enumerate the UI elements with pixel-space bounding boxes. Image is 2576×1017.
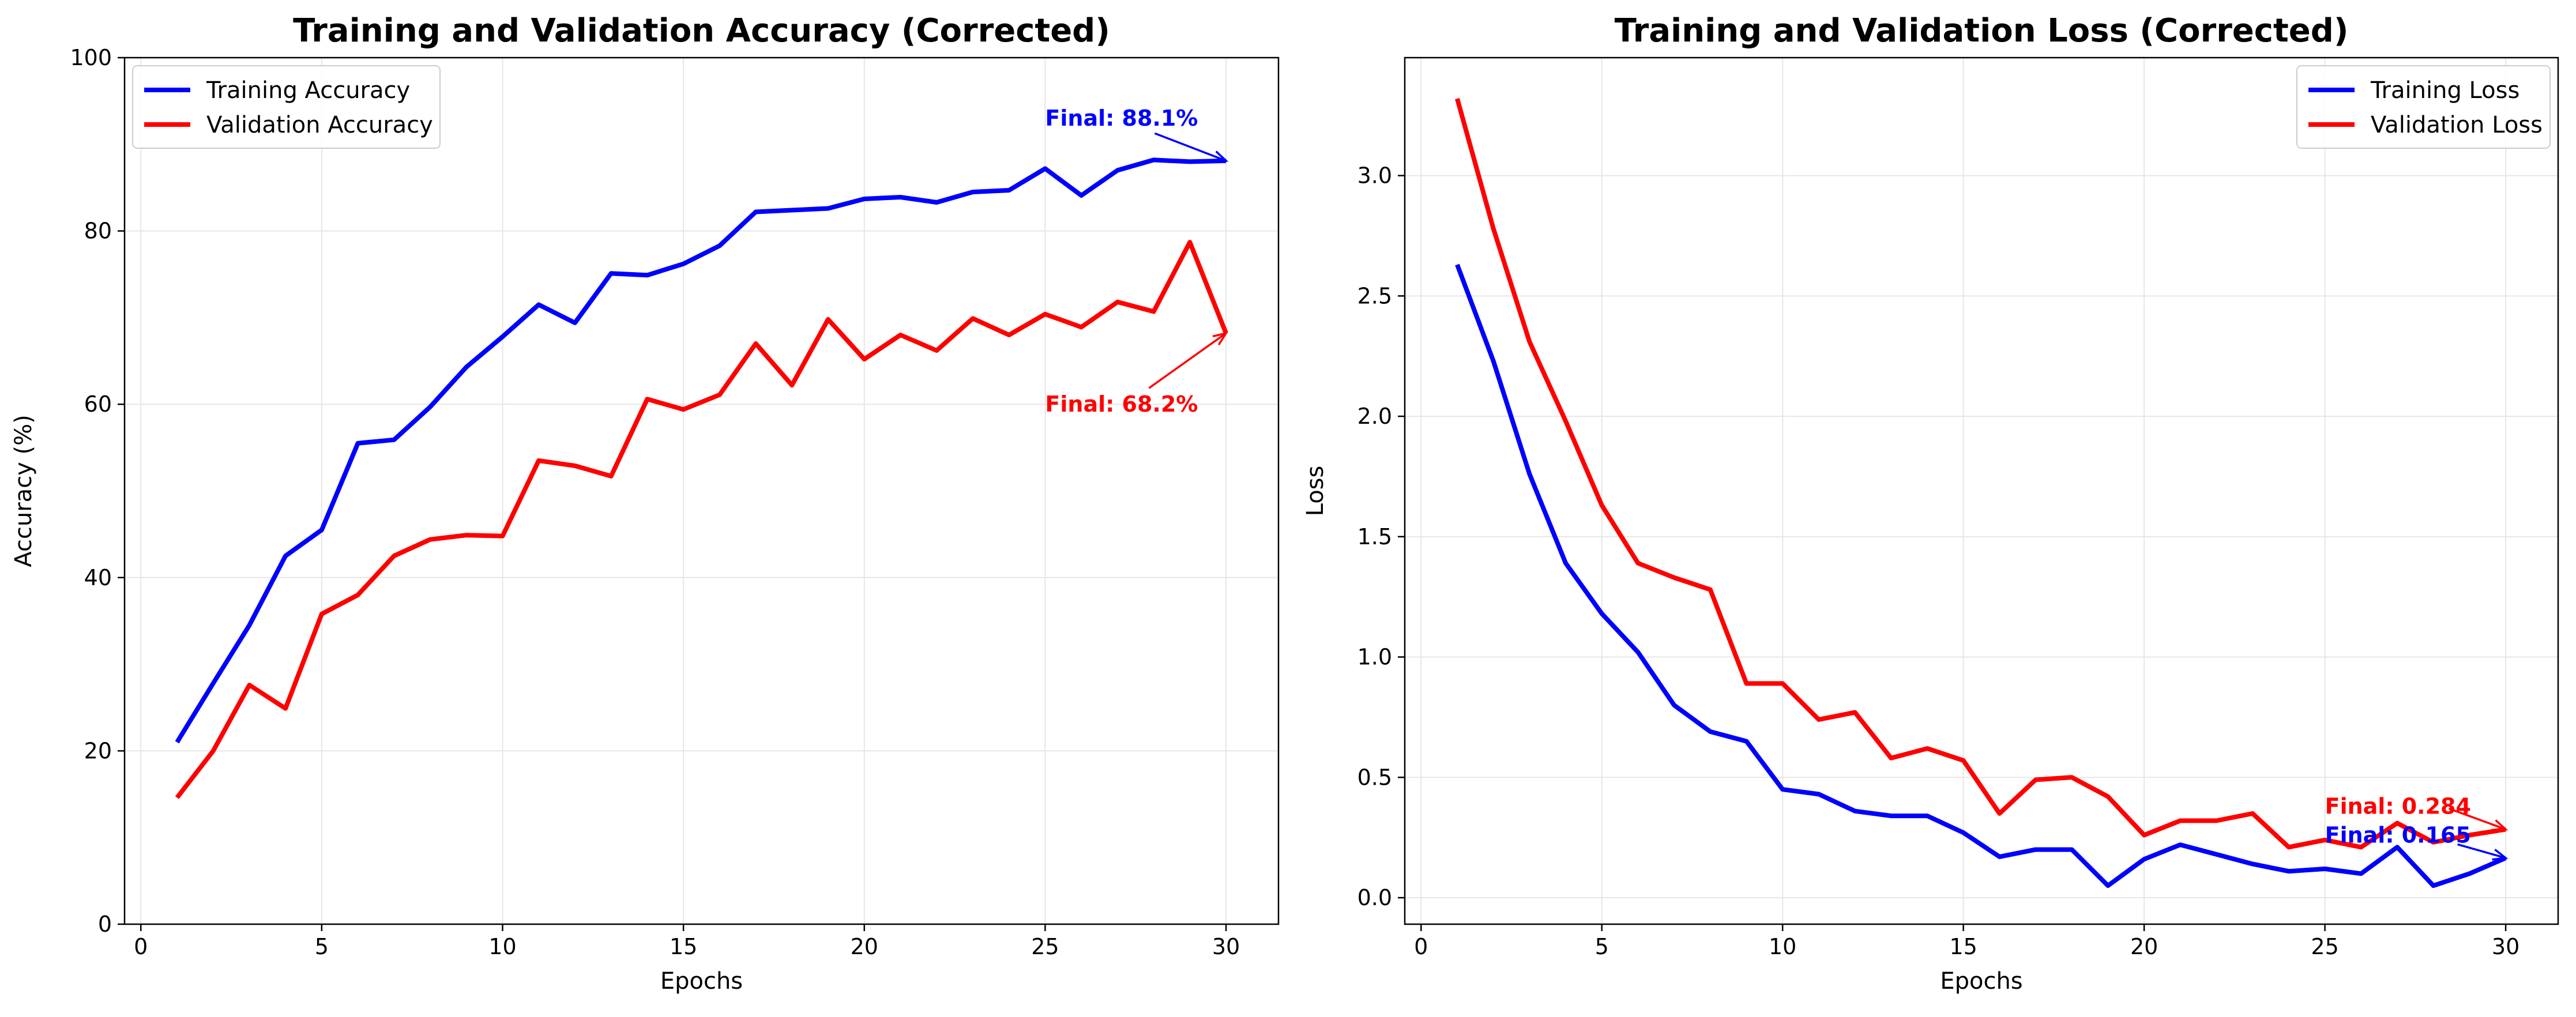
loss-chart-title: Training and Validation Loss (Corrected) [1615, 12, 2349, 50]
loss-final-value-annotation: Final: 0.165 [2325, 823, 2471, 848]
loss-x-tick-label: 30 [2492, 934, 2519, 959]
loss-y-tick-label: 3.0 [1357, 163, 1392, 189]
accuracy-final-value-annotation: Final: 68.2% [1045, 391, 1198, 417]
accuracy-legend: Training Accuracy Validation Accuracy [133, 66, 440, 148]
accuracy-x-tick-label: 5 [315, 934, 329, 959]
loss-y-tick-label: 2.0 [1357, 404, 1392, 429]
loss-legend: Training Loss Validation Loss [2297, 66, 2550, 148]
accuracy-y-tick-label: 100 [70, 45, 112, 70]
loss-y-axis-label: Loss [1302, 466, 1329, 517]
loss-y-tick-label: 0.0 [1357, 885, 1392, 910]
accuracy-chart-title: Training and Validation Accuracy (Correc… [293, 12, 1110, 50]
accuracy-x-tick-label: 25 [1031, 934, 1059, 959]
loss-y-tick-label: 1.5 [1357, 524, 1392, 549]
accuracy-x-tick-label: 20 [851, 934, 878, 959]
accuracy-final-value-annotation: Final: 88.1% [1045, 106, 1198, 131]
loss-y-tick-label: 1.0 [1357, 645, 1392, 670]
accuracy-y-tick-label: 0 [98, 911, 112, 937]
accuracy-legend-label-validation-accuracy: Validation Accuracy [206, 112, 433, 138]
accuracy-x-tick-label: 15 [670, 934, 697, 959]
loss-legend-label-training-loss: Training Loss [2370, 77, 2519, 104]
accuracy-y-tick-label: 60 [84, 391, 112, 417]
accuracy-x-tick-label: 10 [488, 934, 516, 959]
loss-y-tick-label: 0.5 [1357, 764, 1392, 790]
accuracy-y-tick-label: 80 [84, 219, 112, 244]
loss-final-value-annotation: Final: 0.284 [2325, 793, 2471, 819]
loss-x-axis-label: Epochs [1940, 968, 2022, 995]
loss-legend-label-validation-loss: Validation Loss [2371, 112, 2543, 138]
accuracy-y-tick-label: 40 [84, 565, 112, 590]
accuracy-y-tick-label: 20 [84, 738, 112, 763]
accuracy-x-axis-label: Epochs [660, 968, 743, 995]
loss-x-tick-label: 25 [2311, 934, 2338, 959]
loss-x-tick-label: 10 [1769, 934, 1796, 959]
accuracy-legend-label-training-accuracy: Training Accuracy [206, 77, 410, 104]
accuracy-x-tick-label: 0 [134, 934, 148, 959]
loss-x-tick-label: 15 [1949, 934, 1977, 959]
accuracy-x-tick-label: 30 [1212, 934, 1240, 959]
loss-x-tick-label: 0 [1414, 934, 1428, 959]
accuracy-y-axis-label: Accuracy (%) [10, 415, 37, 567]
loss-x-tick-label: 5 [1595, 934, 1609, 959]
loss-y-tick-label: 2.5 [1357, 283, 1392, 308]
loss-x-tick-label: 20 [2130, 934, 2158, 959]
